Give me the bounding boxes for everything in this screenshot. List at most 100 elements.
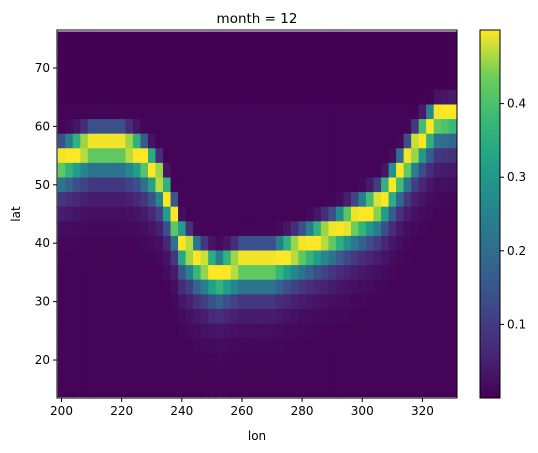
heatmap-cell [132,235,142,252]
heatmap-cell [178,148,187,164]
heatmap-cell [366,338,375,354]
heatmap-cell [238,162,247,179]
heatmap-cell [350,323,360,339]
heatmap-cell [403,75,412,91]
heatmap-cell [320,148,330,164]
heatmap-cell [238,381,247,398]
heatmap-cell [381,367,390,383]
heatmap-cell [448,352,457,368]
heatmap-cell [320,162,330,179]
heatmap-cell [268,235,277,252]
heatmap-cell [418,177,427,193]
heatmap-cell [110,119,119,135]
heatmap-cell [366,133,375,149]
heatmap-cell [290,265,299,281]
heatmap-cell [320,323,330,339]
heatmap-cell [418,265,427,281]
heatmap-cell [366,75,375,91]
heatmap-cell [441,192,450,208]
heatmap-cell [72,148,81,164]
heatmap-cell [117,31,127,47]
heatmap-cell [230,162,239,179]
heatmap-cell [170,294,179,310]
heatmap-cell [230,279,239,295]
heatmap-cell [87,279,96,295]
heatmap-cell [320,250,330,266]
heatmap-cell [373,104,382,120]
heatmap-cell [178,46,187,62]
heatmap-cell [245,148,254,164]
heatmap-cell [298,323,307,339]
heatmap-cell [185,177,194,193]
heatmap-cell [418,31,427,47]
heatmap-cell [132,294,142,310]
heatmap-cell [193,75,202,91]
heatmap-cell [343,323,352,339]
heatmap-cell [178,352,187,368]
heatmap-cell [441,89,450,106]
heatmap-cell [335,279,345,295]
heatmap-cell [366,221,375,237]
heatmap-cell [95,192,104,208]
heatmap-cell [253,89,262,106]
heatmap-cell [403,294,412,310]
heatmap-cell [448,308,457,325]
heatmap-cell [65,323,74,339]
heatmap-cell [298,279,307,295]
heatmap-cell [268,148,277,164]
heatmap-cell [147,60,157,76]
heatmap-cell [132,133,142,149]
heatmap-cell [388,352,397,368]
heatmap-cell [80,338,89,354]
heatmap-cell [147,89,157,106]
heatmap-cell [200,104,209,120]
heatmap-cell [335,265,345,281]
heatmap-cell [403,352,412,368]
heatmap-cell [170,265,179,281]
heatmap-cell [163,221,172,237]
heatmap-cell [441,75,450,91]
heatmap-cell [193,89,202,106]
heatmap-cell [147,46,157,62]
heatmap-cell [328,206,337,222]
heatmap-cell [125,31,134,47]
heatmap-cell [448,192,457,208]
heatmap-cell [388,206,397,222]
heatmap-cell [80,46,89,62]
heatmap-cell [193,46,202,62]
heatmap-cell [433,148,442,164]
heatmap-cell [343,60,352,76]
heatmap-cell [57,192,66,208]
heatmap-cell [305,352,314,368]
heatmap-cell [72,31,81,47]
heatmap-cell [57,60,66,76]
heatmap-cell [253,352,262,368]
heatmap-cell [193,367,202,383]
heatmap-cell [283,46,292,62]
heatmap-cell [343,308,352,325]
heatmap-cell [335,89,345,106]
heatmap-cell [381,177,390,193]
x-tick-label: 300 [351,404,374,418]
heatmap-cell [381,294,390,310]
heatmap-cell [366,31,375,47]
heatmap-cell [350,206,360,222]
heatmap-cell [373,265,382,281]
heatmap-cell [335,250,345,266]
heatmap-cell [320,235,330,252]
heatmap-cell [87,177,96,193]
y-axis: 20 30 40 50 60 70 [35,61,57,367]
heatmap-cell [57,250,66,266]
heatmap-cell [245,250,254,266]
heatmap-cell [305,323,314,339]
heatmap-cell [200,60,209,76]
heatmap-cell [178,206,187,222]
heatmap-cell [245,279,254,295]
heatmap-cell [298,308,307,325]
x-tick-label: 220 [110,404,133,418]
heatmap-cell [298,148,307,164]
heatmap-cell [215,31,224,47]
heatmap-cell [110,367,119,383]
heatmap-cell [170,367,179,383]
heatmap-cell [185,323,194,339]
